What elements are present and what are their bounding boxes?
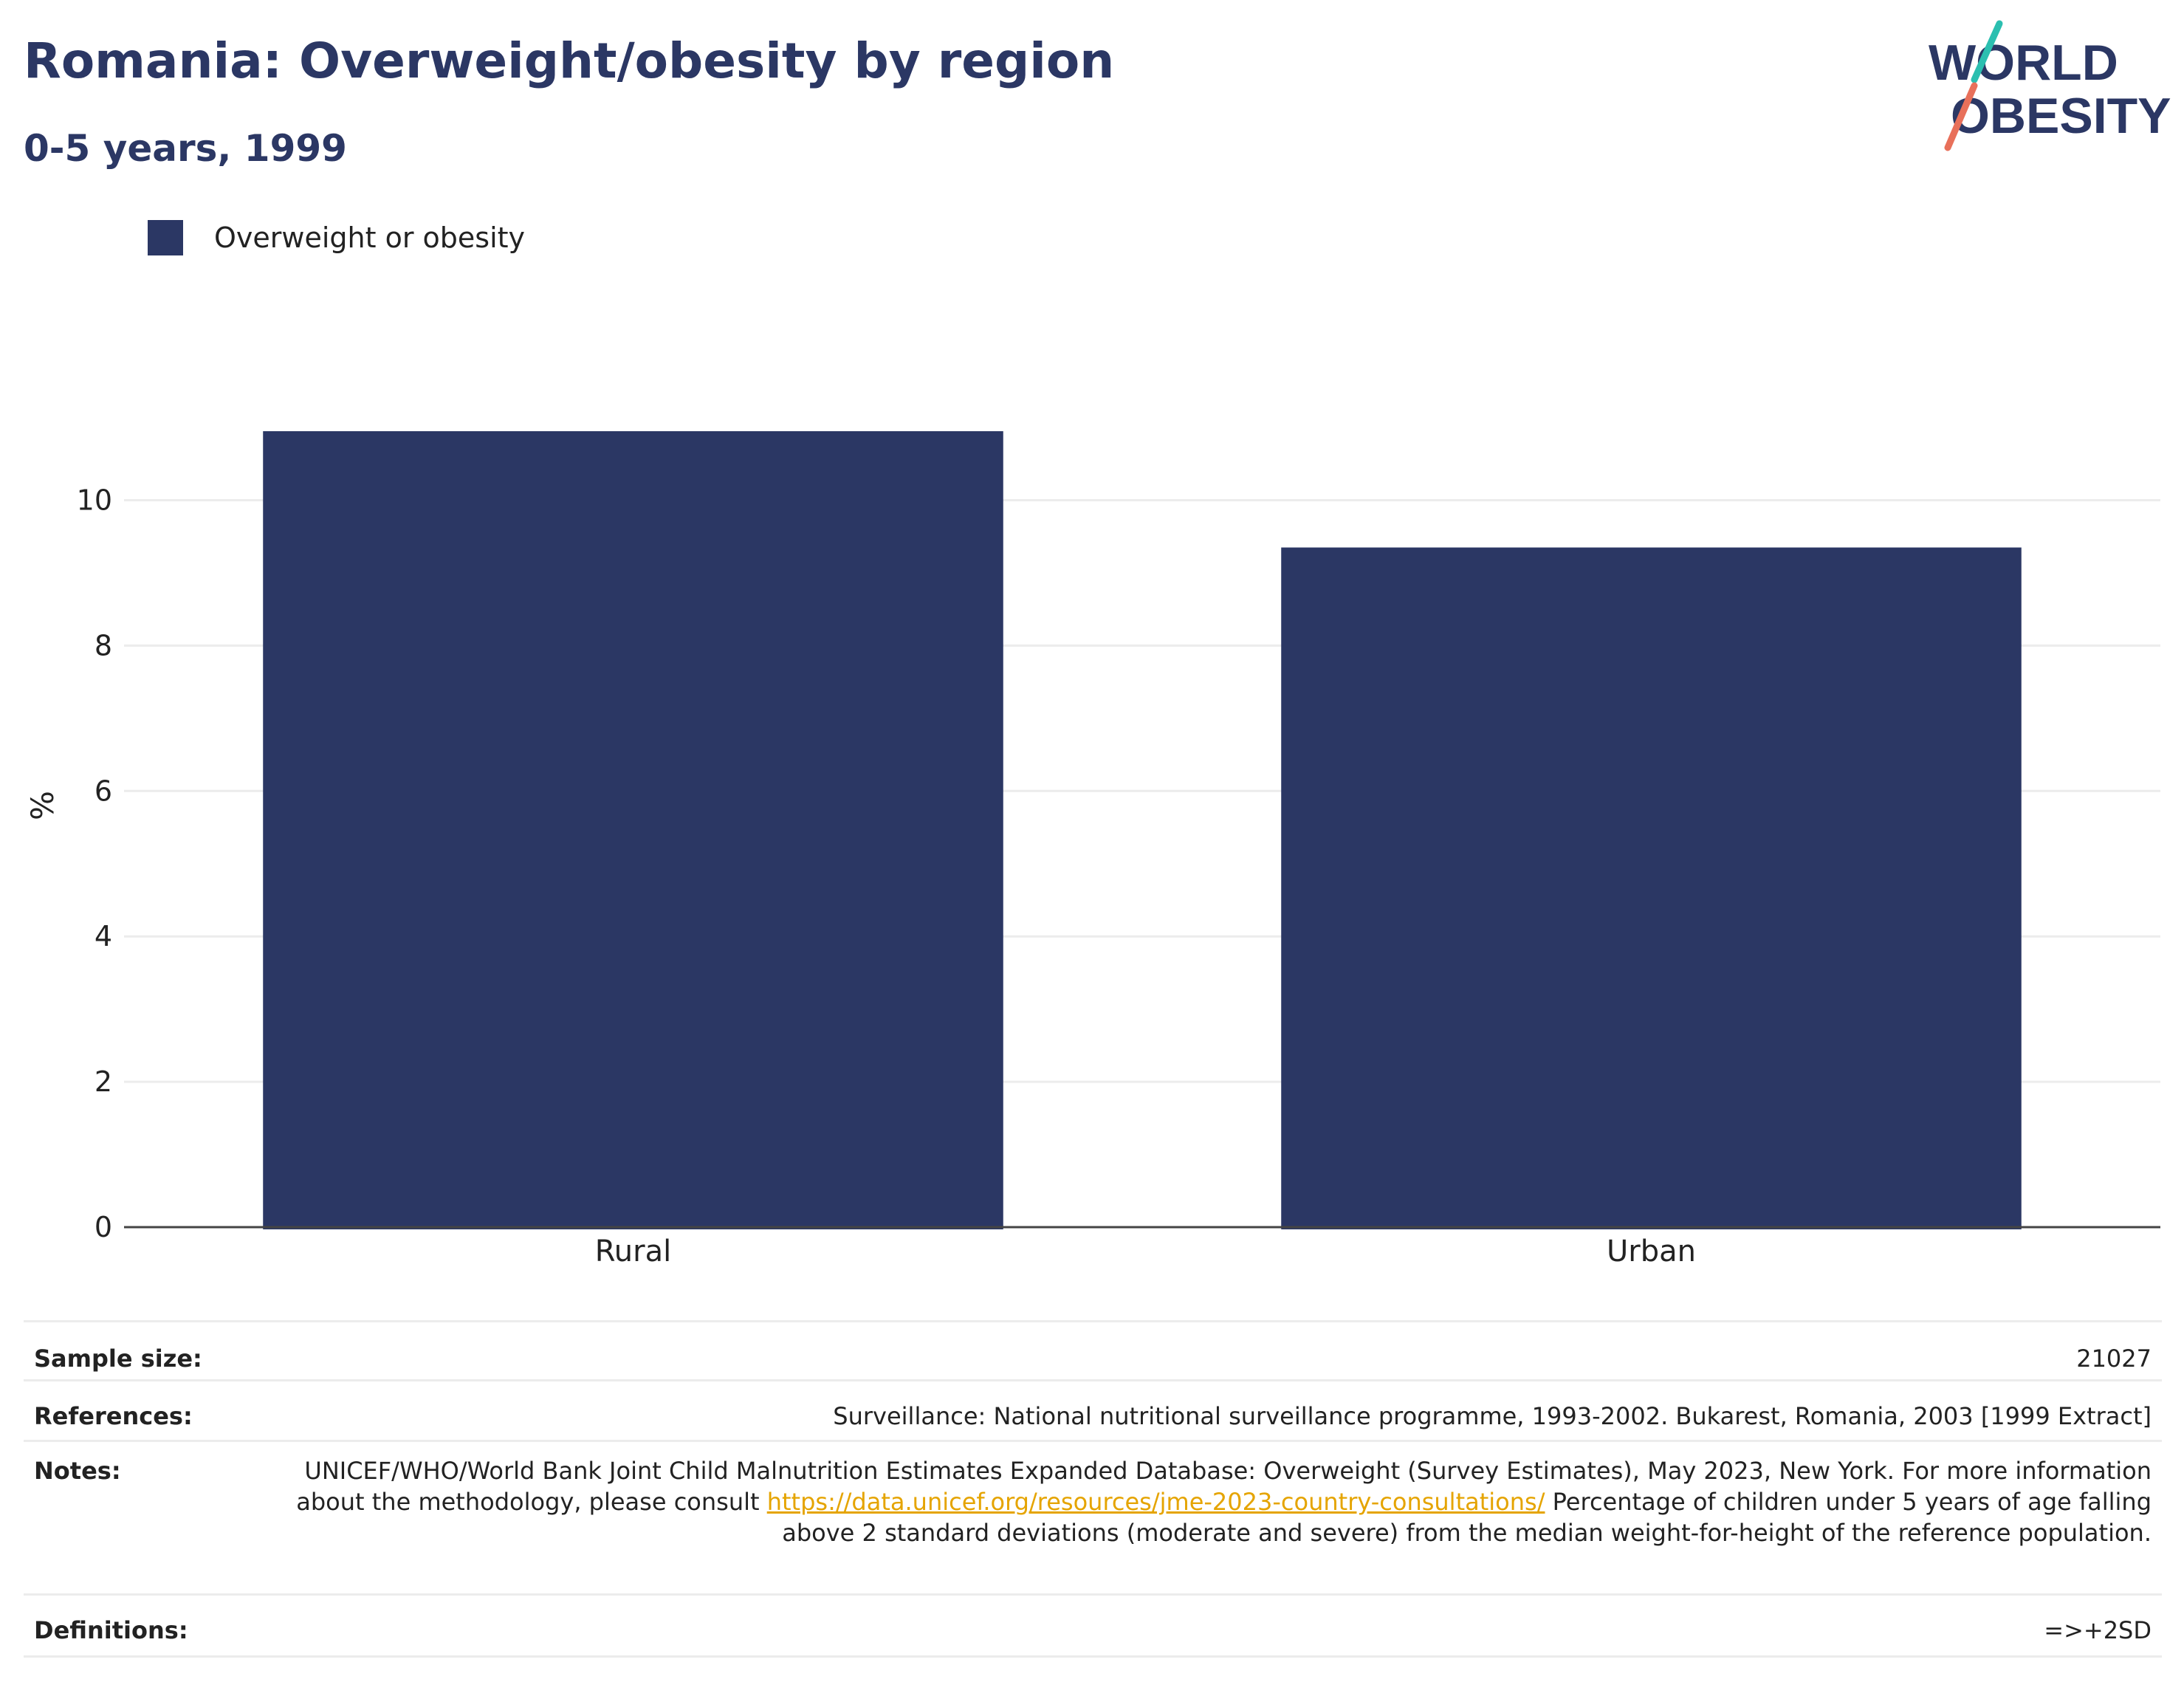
world-obesity-logo: WORLD OBESITY: [1929, 20, 2171, 151]
y-tick-label: 6: [95, 775, 112, 807]
sample-size-value: 21027: [245, 1320, 2162, 1381]
y-axis-title: %: [24, 791, 61, 820]
definitions-label: Definitions:: [24, 1593, 245, 1658]
notes-label: Notes:: [24, 1440, 245, 1595]
chart-legend: Overweight or obesity: [148, 219, 525, 257]
chart-title: Romania: Overweight/obesity by region: [24, 32, 1115, 89]
methodology-link[interactable]: https://data.unicef.org/resources/jme-20…: [766, 1488, 1545, 1516]
logo-slash-bottom: [1944, 82, 1978, 151]
notes-row: Notes: UNICEF/WHO/World Bank Joint Child…: [24, 1440, 2162, 1595]
bar-urban: [1281, 547, 2022, 1229]
logo-slash-top: [1971, 20, 2003, 83]
x-tick-label: Rural: [595, 1235, 671, 1268]
definitions-value: =>+2SD: [245, 1593, 2162, 1658]
y-tick-label: 2: [95, 1065, 112, 1098]
y-tick-label: 4: [95, 920, 112, 952]
notes-text-after: Percentage of children under 5 years of …: [782, 1488, 2152, 1547]
y-tick-label: 8: [95, 629, 112, 662]
y-tick-label: 0: [95, 1211, 112, 1243]
logo-text-obesity: OBESITY: [1951, 88, 2171, 144]
bar-chart: 0 2 4 6 8 10 Rural Urban%: [24, 430, 2160, 1268]
logo-text-world: WORLD: [1929, 35, 2118, 91]
references-value: Surveillance: National nutritional surve…: [245, 1379, 2162, 1441]
legend-label: Overweight or obesity: [214, 222, 526, 254]
definitions-row: Definitions: =>+2SD: [24, 1593, 2162, 1658]
notes-text-before: UNICEF/WHO/World Bank Joint Child Malnut…: [296, 1457, 2152, 1516]
references-row: References: Surveillance: National nutri…: [24, 1379, 2162, 1441]
chart-subtitle: 0-5 years, 1999: [24, 127, 347, 170]
info-table: Sample size: 21027 References: Surveilla…: [24, 1320, 2162, 1658]
bar-rural: [263, 430, 1003, 1229]
notes-value: UNICEF/WHO/World Bank Joint Child Malnut…: [245, 1440, 2162, 1595]
legend-swatch: [148, 220, 183, 255]
references-label: References:: [24, 1379, 245, 1441]
sample-size-row: Sample size: 21027: [24, 1320, 2162, 1381]
sample-size-label: Sample size:: [24, 1320, 245, 1381]
y-tick-label: 10: [77, 484, 112, 517]
x-tick-label: Urban: [1607, 1235, 1696, 1268]
